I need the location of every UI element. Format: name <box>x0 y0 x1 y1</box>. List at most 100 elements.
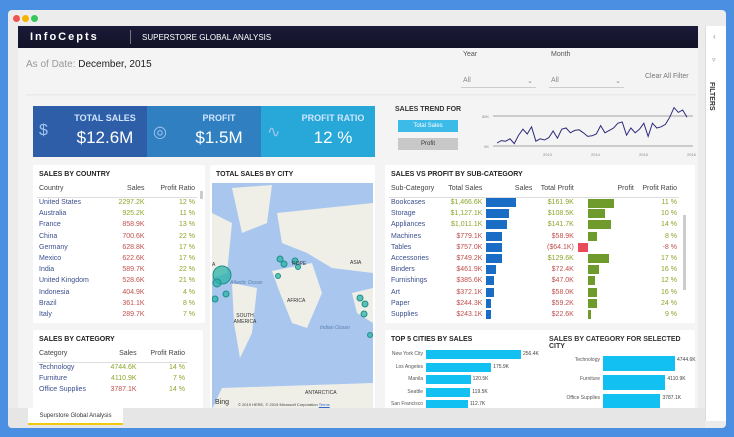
cell-value: $22.6K <box>551 310 574 318</box>
sales-bar-cell <box>484 231 534 242</box>
panel-title: SALES VS PROFIT BY SUB-CATEGORY <box>391 171 523 178</box>
table-row[interactable]: United Kingdom 528.6K 21 % <box>37 275 197 286</box>
column-header[interactable]: Sales <box>484 181 535 198</box>
chevron-left-icon[interactable]: ‹ <box>713 32 716 41</box>
table-row[interactable]: Furnishings $385.6K $47.0K 12 % <box>389 275 679 286</box>
table-row[interactable]: China 700.6K 22 % <box>37 231 197 242</box>
tab-superstore-global-analysis[interactable]: Superstore Global Analysis <box>28 408 123 425</box>
table-row[interactable]: Paper $244.3K $59.2K 24 % <box>389 298 679 309</box>
bar[interactable] <box>603 375 666 390</box>
table-row[interactable]: Art $372.1K $58.0K 16 % <box>389 287 679 298</box>
column-header[interactable]: Profit <box>575 181 636 198</box>
profit-bar <box>587 198 614 208</box>
cell-value: 17 % <box>179 255 195 263</box>
panel-title: SALES BY COUNTRY <box>39 171 111 178</box>
table-row[interactable]: Furniture 4110.9K 7 % <box>37 373 187 384</box>
bar[interactable] <box>603 394 661 409</box>
table-row[interactable]: Storage $1,127.1K $108.5K 10 % <box>389 208 679 219</box>
close-dot[interactable] <box>13 15 20 22</box>
sales-bar <box>486 298 492 308</box>
bar[interactable] <box>603 356 675 371</box>
sales-bar <box>486 231 503 241</box>
profit-bar <box>587 265 600 275</box>
table-row[interactable]: Mexico 622.6K 17 % <box>37 253 197 264</box>
table-row[interactable]: Technology 4744.6K 14 % <box>37 362 187 373</box>
table-row[interactable]: Tables $757.0K ($64.1K) -8 % <box>389 242 679 253</box>
bar-category-label: Seattle <box>407 388 423 395</box>
table-row[interactable]: Supplies $243.1K $22.6K 9 % <box>389 309 679 320</box>
profit-bar <box>587 298 598 308</box>
column-header[interactable]: Sales <box>107 181 147 198</box>
table-row[interactable]: Office Supplies 3787.1K 14 % <box>37 384 187 395</box>
sales-bar <box>486 220 508 230</box>
cell-value: 2297.2K <box>118 199 145 207</box>
map-label: AFRICA <box>287 298 306 304</box>
kpi-label: PROFIT <box>202 113 236 123</box>
column-header[interactable]: Category <box>37 346 101 363</box>
clear-all-filter-button[interactable]: Clear All Filter <box>645 73 689 80</box>
cell-value: 700.6K <box>122 232 145 240</box>
column-header[interactable]: Sales <box>100 346 139 363</box>
table-row[interactable]: Italy 289.7K 7 % <box>37 309 197 320</box>
profit-bar-cell <box>576 275 636 286</box>
sales-trend-line[interactable] <box>496 106 688 145</box>
table-row[interactable]: Bookcases $1,466.6K $161.9K 11 % <box>389 197 679 208</box>
table-row[interactable]: Binders $461.9K $72.4K 16 % <box>389 264 679 275</box>
column-header[interactable]: Profit Ratio <box>146 181 197 198</box>
bar-category-label: New York City <box>391 351 423 357</box>
cell-value: 361.1K <box>122 299 145 307</box>
minimize-dot[interactable] <box>22 15 29 22</box>
table-row[interactable]: United States 2297.2K 12 % <box>37 197 197 208</box>
row-label: United States <box>39 199 82 207</box>
column-header[interactable]: Total Profit <box>534 181 576 198</box>
year-dropdown[interactable]: All ⌄ <box>461 74 536 88</box>
table-row[interactable]: Brazil 361.1K 8 % <box>37 298 197 309</box>
as-of-label: As of Date: <box>26 59 76 70</box>
table-row[interactable]: Appliances $1,011.1K $141.7K 14 % <box>389 219 679 230</box>
table-row[interactable]: Accessories $749.2K $129.6K 17 % <box>389 253 679 264</box>
sales-bar-cell <box>484 275 534 286</box>
cell-value: $1,466.6K <box>450 199 483 207</box>
column-header[interactable]: Profit Ratio <box>138 346 187 363</box>
table-row[interactable]: Indonesia 404.9K 4 % <box>37 287 197 298</box>
column-header[interactable]: Country <box>37 181 108 198</box>
cell-value: $141.7K <box>547 221 574 229</box>
cell-value: -8 % <box>662 243 677 251</box>
month-dropdown[interactable]: All ⌄ <box>549 74 624 88</box>
cell-value: 7 % <box>182 310 195 318</box>
cell-value: 858.9K <box>122 221 145 229</box>
panel-title: SALES BY CATEGORY FOR SELECTED CITY <box>549 336 681 350</box>
terms-link[interactable]: Terms <box>318 402 330 407</box>
column-header[interactable]: Sub-Category <box>389 181 442 198</box>
brand-logo: InfoCepts <box>30 31 99 43</box>
table-row[interactable]: India 589.7K 22 % <box>37 264 197 275</box>
table-row[interactable]: Machines $779.1K $58.9K 8 % <box>389 231 679 242</box>
page-tab-bar: Superstore Global Analysis <box>8 408 705 428</box>
column-header[interactable]: Profit Ratio <box>635 181 679 198</box>
bar[interactable] <box>426 375 471 384</box>
bar[interactable] <box>426 387 471 397</box>
bar[interactable] <box>426 350 521 359</box>
scrollbar[interactable] <box>683 215 686 290</box>
chart-coin-icon: ◎ <box>153 124 167 141</box>
maximize-dot[interactable] <box>31 15 38 22</box>
column-header[interactable]: Total Sales <box>441 181 485 198</box>
bar[interactable] <box>426 362 492 372</box>
x-tick-label: 2016 <box>687 152 697 157</box>
profit-bar <box>587 209 606 219</box>
bar[interactable] <box>426 400 468 409</box>
profit-bar-cell <box>576 197 636 208</box>
table-row[interactable]: France 858.9K 13 % <box>37 219 197 230</box>
report-title: SUPERSTORE GLOBAL ANALYSIS <box>142 33 272 42</box>
world-map[interactable] <box>212 183 373 409</box>
browser-window: InfoCepts SUPERSTORE GLOBAL ANALYSIS ‹ ▿… <box>8 10 726 428</box>
filters-pane[interactable]: ‹ ▿ FILTERS <box>705 26 726 421</box>
profit-toggle[interactable]: Profit <box>398 138 458 150</box>
table-row[interactable]: Germany 628.8K 17 % <box>37 242 197 253</box>
sales-bar <box>486 265 496 275</box>
bar-category-label: Los Angeles <box>395 363 423 370</box>
total-sales-toggle[interactable]: Total Sales <box>398 120 458 132</box>
table-row[interactable]: Australia 925.2K 11 % <box>37 208 197 219</box>
scrollbar[interactable] <box>200 191 203 199</box>
x-tick-label: 2014 <box>591 152 601 157</box>
